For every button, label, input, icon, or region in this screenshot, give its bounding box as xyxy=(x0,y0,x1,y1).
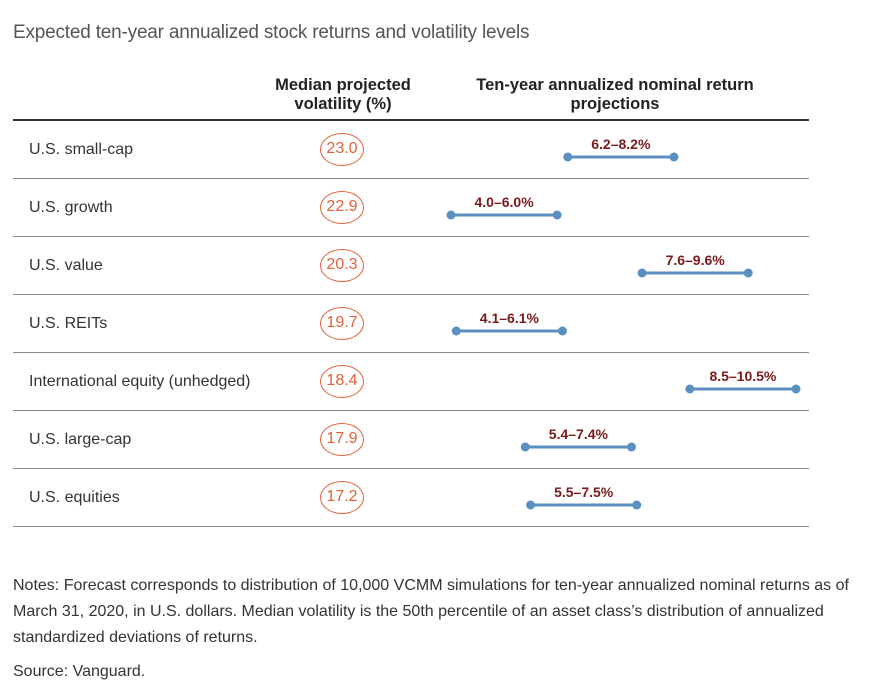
range-low-point xyxy=(446,210,456,220)
range-low-point xyxy=(637,268,647,278)
range-high-point xyxy=(557,326,567,336)
volatility-value: 23.0 xyxy=(320,133,364,166)
return-range-label: 7.6–9.6% xyxy=(666,252,726,268)
table-row: U.S. equities 17.2 xyxy=(0,469,888,527)
return-range-label: 8.5–10.5% xyxy=(709,368,776,384)
range-low-point xyxy=(526,500,536,510)
table-row: U.S. small-cap 23.0 xyxy=(0,121,888,179)
table-body: U.S. small-cap 23.0 U.S. growth 22.9 U.S. va… xyxy=(0,121,888,527)
return-range-label: 4.0–6.0% xyxy=(474,194,534,210)
return-range-label: 6.2–8.2% xyxy=(591,136,651,152)
row-divider xyxy=(13,526,809,527)
return-range-plot: 6.2–8.2% 4.0–6.0% 7.6–9.6% 4.1–6.1% 8.5–10.5… xyxy=(446,136,801,510)
range-low-point xyxy=(563,152,573,162)
asset-class-label: U.S. equities xyxy=(29,489,120,506)
header-rule xyxy=(13,119,809,121)
source: Source: Vanguard. xyxy=(13,663,146,680)
row-divider xyxy=(13,294,809,295)
row-divider xyxy=(13,352,809,353)
notes: Notes: Forecast corresponds to distribut… xyxy=(13,577,849,646)
table-row: U.S. large-cap 17.9 xyxy=(0,411,888,469)
volatility-value: 20.3 xyxy=(320,249,364,282)
range-high-point xyxy=(552,210,562,220)
row-divider xyxy=(13,468,809,469)
returns-column-header: Ten-year annualized nominal return proje… xyxy=(476,76,754,113)
range-high-point xyxy=(743,268,753,278)
volatility-value: 18.4 xyxy=(320,365,364,398)
return-range-label: 5.4–7.4% xyxy=(549,426,609,442)
asset-class-label: U.S. value xyxy=(29,257,103,274)
volatility-value: 17.9 xyxy=(320,423,364,456)
range-low-point xyxy=(685,384,695,394)
row-divider xyxy=(13,410,809,411)
volatility-value: 22.9 xyxy=(320,191,364,224)
table-row: International equity (unhedged) 18.4 xyxy=(0,353,888,411)
table-row: U.S. growth 22.9 xyxy=(0,179,888,237)
table-row: U.S. REITs 19.7 xyxy=(0,295,888,353)
return-range-label: 4.1–6.1% xyxy=(480,310,540,326)
range-high-point xyxy=(669,152,679,162)
volatility-column-header: Median projected volatility (%) xyxy=(275,76,411,113)
chart-title: Expected ten-year annualized stock retur… xyxy=(13,22,530,43)
asset-class-label: U.S. growth xyxy=(29,199,113,216)
asset-class-label: U.S. large-cap xyxy=(29,431,132,448)
range-high-point xyxy=(632,500,642,510)
volatility-value: 19.7 xyxy=(320,307,364,340)
asset-class-label: U.S. small-cap xyxy=(29,141,134,158)
return-range-label: 5.5–7.5% xyxy=(554,484,614,500)
range-low-point xyxy=(451,326,461,336)
asset-class-label: U.S. REITs xyxy=(29,315,108,332)
asset-class-label: International equity (unhedged) xyxy=(29,373,251,390)
range-high-point xyxy=(791,384,801,394)
row-divider xyxy=(13,178,809,179)
volatility-value: 17.2 xyxy=(320,481,364,514)
range-high-point xyxy=(626,442,636,452)
range-low-point xyxy=(520,442,530,452)
row-divider xyxy=(13,236,809,237)
table-row: U.S. value 20.3 xyxy=(0,237,888,295)
